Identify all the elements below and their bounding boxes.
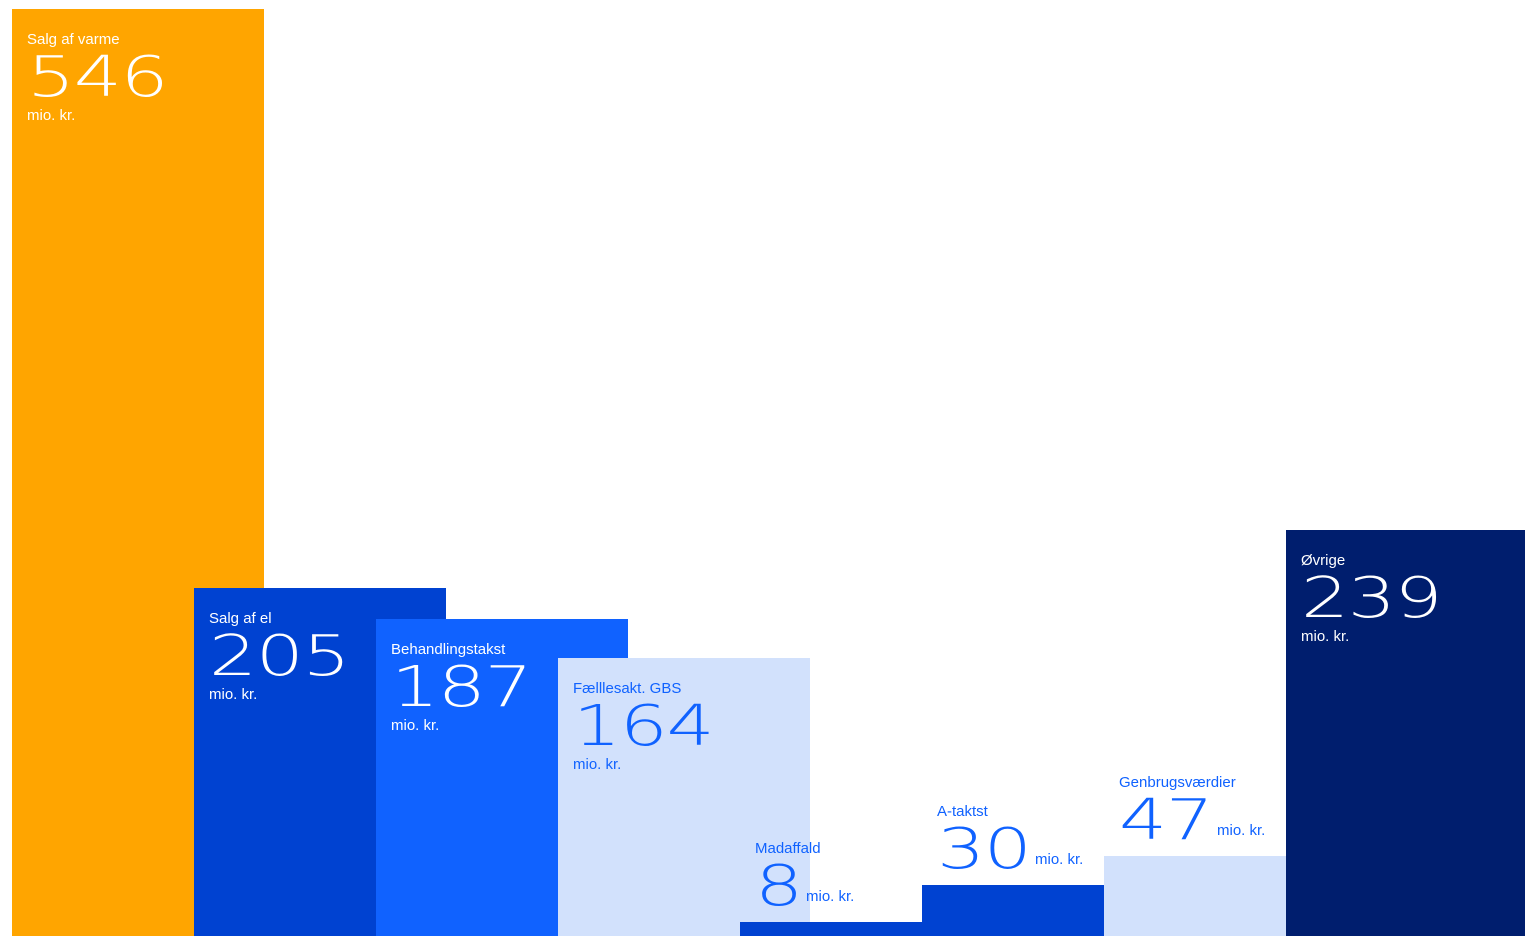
category-label: A-taktst <box>937 803 988 820</box>
bar-6 <box>1104 856 1286 936</box>
category-label: Salg af el <box>209 610 272 627</box>
value-label: 187 <box>391 655 533 720</box>
bar-3 <box>558 658 810 936</box>
category-label: Fælllesakt. GBS <box>573 680 682 697</box>
bar-5 <box>922 885 1104 936</box>
bar-label-2: Behandlingstakst 187 mio. kr. <box>391 641 533 735</box>
category-label: Salg af varme <box>27 31 120 48</box>
bar-label-5: A-taktst 30 mio. kr. <box>937 803 1083 879</box>
category-label: Genbrugsværdier <box>1119 774 1236 791</box>
category-label: Øvrige <box>1301 552 1346 569</box>
unit-label: mio. kr. <box>391 717 440 734</box>
unit-label: mio. kr. <box>806 888 855 905</box>
unit-label: mio. kr. <box>1301 628 1350 645</box>
bar-7 <box>1286 530 1525 936</box>
value-label: 47 <box>1119 788 1214 853</box>
category-label: Madaffald <box>755 840 821 857</box>
unit-label: mio. kr. <box>573 756 622 773</box>
unit-label: mio. kr. <box>1035 851 1084 868</box>
value-label: 164 <box>573 694 715 759</box>
bar-label-4: Madaffald 8 mio. kr. <box>755 840 854 916</box>
unit-label: mio. kr. <box>1217 822 1266 839</box>
bar-label-6: Genbrugsværdier 47 mio. kr. <box>1119 774 1265 850</box>
unit-label: mio. kr. <box>27 107 76 124</box>
bar-label-3: Fælllesakt. GBS 164 mio. kr. <box>573 680 715 774</box>
unit-label: mio. kr. <box>209 686 258 703</box>
value-label: 239 <box>1301 566 1443 631</box>
bar-label-7: Øvrige 239 mio. kr. <box>1301 552 1443 646</box>
bar-4 <box>740 922 922 936</box>
value-label: 205 <box>209 624 351 689</box>
bar-label-1: Salg af el 205 mio. kr. <box>209 610 351 704</box>
value-label: 546 <box>27 45 169 110</box>
category-label: Behandlingstakst <box>391 641 506 658</box>
bar-label-0: Salg af varme 546 mio. kr. <box>27 31 169 125</box>
value-label: 8 <box>755 854 803 919</box>
value-label: 30 <box>937 817 1032 882</box>
